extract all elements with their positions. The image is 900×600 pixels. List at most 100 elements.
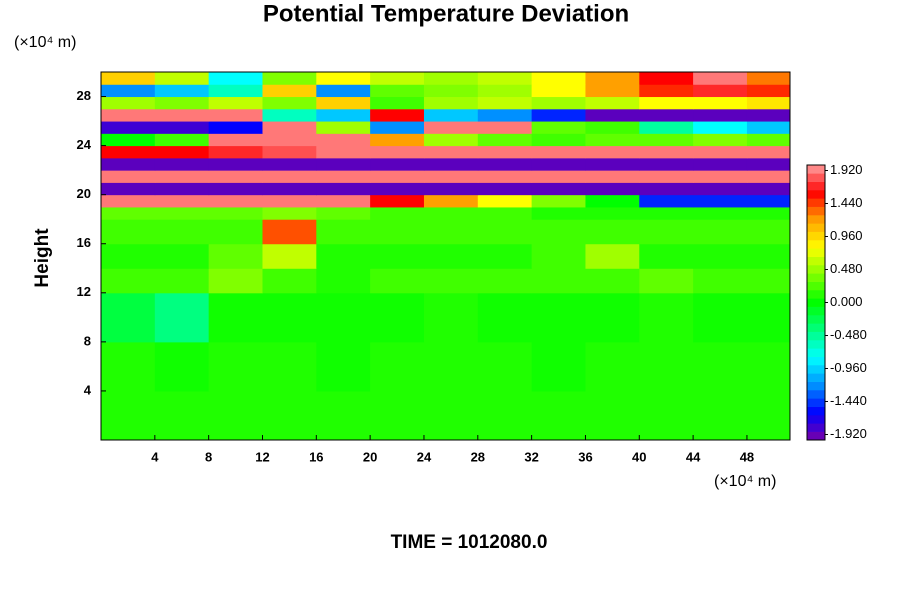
colorbar-band [807,198,825,207]
colorbar-band [807,340,825,349]
heat-cell [370,390,425,441]
colorbar-tick-label: -1.440 [830,393,867,408]
heat-cell [316,206,371,220]
heat-cell [370,72,425,85]
heat-cell [693,341,748,392]
colorbar-band [807,206,825,216]
heat-cell [693,268,748,294]
x-tick-label: 12 [255,449,269,464]
heat-cell [746,108,791,122]
colorbar-band [807,356,825,366]
heat-cell [316,292,371,343]
heat-cell [639,390,694,441]
heat-cell [693,121,748,134]
heat-cell [477,268,533,294]
colorbar-band [807,256,825,266]
colorbar-tick-label: 0.960 [830,228,863,243]
colorbar-band [807,423,825,432]
heat-cell [370,145,425,159]
heat-cell [639,121,694,134]
heat-cell [531,96,586,110]
heat-cell [370,341,425,392]
heat-cell [746,206,791,220]
x-tick-label: 20 [363,449,377,464]
heat-cell [531,157,586,171]
x-tick-label: 48 [740,449,754,464]
heat-cell [423,145,479,159]
heat-cell [316,121,371,134]
heat-cell [531,108,586,122]
heat-cell [101,206,156,220]
heat-cell [262,133,317,147]
heat-cell [746,121,791,134]
heat-cell [585,121,640,134]
heat-cell [262,243,317,269]
y-tick-label: 28 [77,88,91,103]
heat-cell [316,145,371,159]
heat-cell [370,133,425,147]
y-unit: (×10⁴ m) [14,34,76,51]
heat-cell [639,292,694,343]
colorbar-band [807,173,825,182]
heat-cell [154,108,210,122]
heat-cell [154,268,210,294]
heat-cell [262,341,317,392]
heat-cell [746,170,791,183]
heat-cell [477,96,533,110]
heat-cell [423,243,479,269]
heat-cell [208,243,263,269]
heat-cell [101,84,156,98]
x-tick-label: 16 [309,449,323,464]
heat-cell [208,219,263,245]
colorbar-band [807,215,825,224]
heat-cell [262,390,317,441]
y-axis-label: Height [32,228,53,288]
heat-cell [154,390,210,441]
heat-cell [154,206,210,220]
heat-cell [154,194,210,208]
colorbar-band [807,323,825,332]
heat-cell [746,268,791,294]
heat-cell [585,133,640,147]
heat-cell [208,390,263,441]
heat-cell [585,84,640,98]
heat-cell [693,96,748,110]
heat-cell [585,219,640,245]
heat-cell [262,206,317,220]
colorbar-band [807,390,825,399]
heat-cell [746,292,791,343]
colorbar-tick-label: -1.920 [830,426,867,441]
colorbar-band [807,373,825,382]
heat-cell [639,145,694,159]
heat-cell [316,268,371,294]
heat-cell [531,390,586,441]
heat-cell [208,96,263,110]
colorbar-band [807,315,825,324]
heat-cell [370,157,425,171]
heat-cell [154,145,210,159]
heat-cell [477,157,533,171]
colorbar-band [807,415,825,424]
heat-cell [208,268,263,294]
heat-cell [585,108,640,122]
heat-cell [693,194,748,208]
colorbar-band [807,265,825,274]
heat-cell [477,84,533,98]
colorbar-tick-label: -0.480 [830,327,867,342]
heat-cell [370,243,425,269]
heat-cell [101,121,156,134]
colorbar-band [807,331,825,341]
heat-cell [262,268,317,294]
heat-cell [585,157,640,171]
heat-cell [693,157,748,171]
heat-cell [208,108,263,122]
heat-cell [262,157,317,171]
heat-cell [585,243,640,269]
heat-cell [262,194,317,208]
heat-cell [477,133,533,147]
heat-cell [262,72,317,85]
heat-cell [639,219,694,245]
heat-cell [585,194,640,208]
heat-cell [693,390,748,441]
heat-cell [262,96,317,110]
